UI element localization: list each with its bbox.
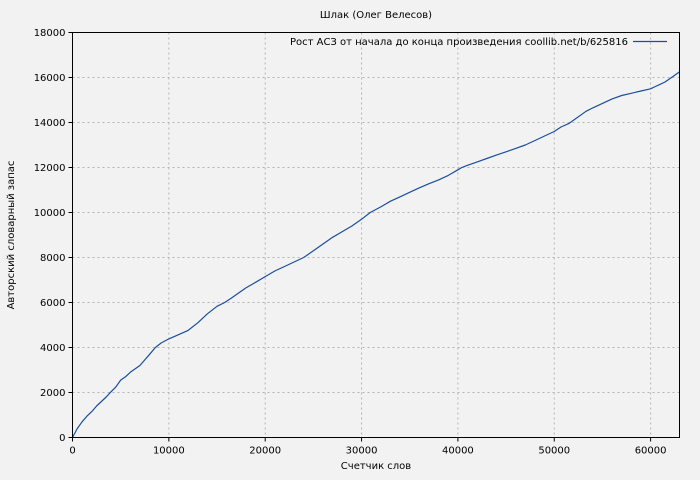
- plot-border: [72, 32, 680, 438]
- data-series: [71, 71, 680, 438]
- y-tick-label-4000: 4000: [40, 343, 65, 354]
- x-tick-label-40000: 40000: [442, 446, 474, 457]
- series-line-0: [71, 71, 680, 438]
- y-axis-label: Авторский словарный запас: [6, 161, 17, 310]
- axis-tick-labels: 0 10000 20000 30000 40000 50000 60000 0 2000 4000…: [34, 28, 667, 457]
- y-tick-label-6000: 6000: [40, 298, 65, 309]
- y-tick-label-2000: 2000: [40, 388, 65, 399]
- chart-title: Шлак (Олег Велесов): [320, 10, 432, 21]
- y-tick-label-8000: 8000: [40, 253, 65, 264]
- x-tick-label-10000: 10000: [153, 446, 185, 457]
- y-tick-label-18000: 18000: [34, 28, 66, 39]
- y-tick-label-16000: 16000: [34, 73, 66, 84]
- x-tick-label-60000: 60000: [635, 446, 667, 457]
- gridlines: [72, 32, 680, 438]
- y-tick-label-12000: 12000: [34, 163, 66, 174]
- x-tick-label-50000: 50000: [538, 446, 570, 457]
- x-tick-label-30000: 30000: [346, 446, 378, 457]
- x-tick-label-20000: 20000: [249, 446, 281, 457]
- y-tick-label-10000: 10000: [34, 208, 66, 219]
- y-tick-label-14000: 14000: [34, 118, 66, 129]
- axis-ticks: [68, 32, 652, 442]
- y-tick-label-0: 0: [59, 433, 65, 444]
- legend: Рост АСЗ от начала до конца произведения…: [290, 37, 667, 48]
- x-axis-label: Счетчик слов: [341, 461, 412, 472]
- x-tick-label-0: 0: [69, 446, 75, 457]
- legend-label: Рост АСЗ от начала до конца произведения…: [290, 37, 628, 48]
